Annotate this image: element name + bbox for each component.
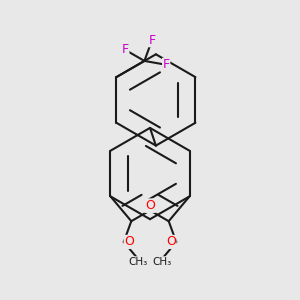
Text: CH₃: CH₃ bbox=[152, 257, 172, 267]
Text: O: O bbox=[166, 236, 176, 248]
Text: F: F bbox=[148, 34, 155, 47]
Text: F: F bbox=[122, 44, 129, 56]
Text: CH₃: CH₃ bbox=[128, 257, 148, 267]
Text: O: O bbox=[145, 199, 154, 212]
Text: O: O bbox=[124, 236, 134, 248]
Text: F: F bbox=[163, 58, 170, 71]
Text: O: O bbox=[146, 199, 155, 212]
